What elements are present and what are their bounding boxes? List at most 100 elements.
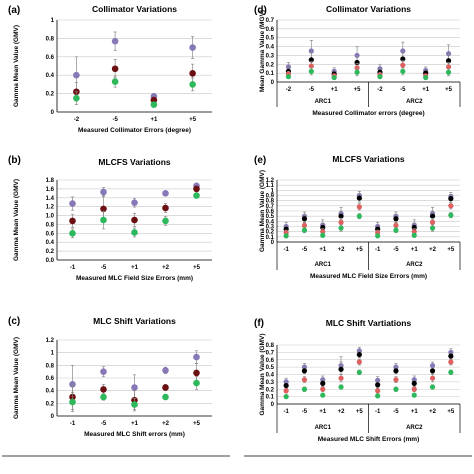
x-tick-label: +2 <box>338 247 346 253</box>
data-point <box>131 384 138 391</box>
y-tick-label: 0.1 <box>266 395 275 401</box>
y-tick-label: 0 <box>271 80 275 86</box>
data-point <box>356 195 362 201</box>
data-point <box>162 204 169 212</box>
y-tick-label: 0.4 <box>46 240 55 246</box>
data-point <box>193 192 200 199</box>
y-tick-label: 0 <box>51 414 55 420</box>
panel-label: (d) <box>254 5 267 16</box>
data-point <box>429 225 436 231</box>
x-tick-label: +5 <box>447 409 455 415</box>
data-point <box>100 393 107 401</box>
y-tick-label: 0.8 <box>46 363 55 369</box>
y-tick-label: 0.3 <box>266 380 275 386</box>
data-point <box>301 227 308 233</box>
x-tick-label: -2 <box>286 87 292 93</box>
y-tick-label: 0.6 <box>46 376 55 382</box>
data-point <box>283 388 289 394</box>
x-tick-label: +1 <box>150 117 158 123</box>
data-point <box>429 213 436 219</box>
panel-label: (e) <box>254 155 266 166</box>
data-point <box>375 393 381 399</box>
y-axis-label: Gamma Mean Value (GMV) <box>259 170 266 252</box>
chart-panel-c: (c) MLC Shift Variations 0 0.2 0.4 0.6 0.8 1 1.2… <box>8 316 212 438</box>
x-tick-label: +5 <box>445 87 453 93</box>
y-tick-label: 0.2 <box>46 249 55 255</box>
y-tick-label: 0.4 <box>46 389 55 395</box>
y-tick-label: 0.6 <box>46 55 55 61</box>
data-point <box>354 59 360 66</box>
data-point <box>283 233 289 239</box>
y-tick-label: 0.6 <box>266 209 275 215</box>
data-point <box>411 377 417 383</box>
x-tick-label: +1 <box>319 409 327 415</box>
data-point <box>356 369 362 375</box>
y-tick-label: 1 <box>51 18 55 24</box>
data-point <box>100 368 107 375</box>
data-point <box>301 222 308 229</box>
data-point <box>393 364 399 370</box>
data-point <box>111 78 119 85</box>
data-point <box>131 216 138 224</box>
x-tick-label: +1 <box>131 421 139 427</box>
y-tick-label: 1.6 <box>46 187 55 193</box>
y-axis-label: Gamma Mean Value (GMV) <box>13 25 20 107</box>
y-tick-label: 1.2 <box>46 338 55 344</box>
y-tick-label: 0.9 <box>266 194 275 200</box>
data-point <box>193 369 200 377</box>
y-tick-label: 0.4 <box>46 73 55 79</box>
y-tick-label: 1.2 <box>46 205 55 211</box>
x-tick-label: -5 <box>112 117 118 123</box>
chart-panel-f: (f) MLC Shift Vartiations 00.1 0.20.30.4 0.5… <box>254 318 461 443</box>
x-tick-label: +1 <box>422 87 430 93</box>
x-axis-label: Measured MLC Field Size Errors (mm) <box>76 275 193 282</box>
x-tick-label: +5 <box>193 421 201 427</box>
data-point <box>320 377 326 383</box>
data-point <box>320 392 326 398</box>
data-point <box>131 229 138 236</box>
chart-panel-e: (e) MLCFS Variations00.10.20.30.40.50.60.… <box>254 154 461 280</box>
data-point <box>320 380 326 386</box>
data-point <box>356 213 362 219</box>
y-tick-label: 0.8 <box>266 343 275 349</box>
data-point <box>193 379 200 387</box>
x-tick-label: -5 <box>393 409 399 415</box>
data-point <box>100 386 107 393</box>
y-tick-label: 0 <box>51 110 55 116</box>
chart-title: MLC Shift Vartiations <box>326 318 412 328</box>
group-label: ARC1 <box>315 425 332 431</box>
data-point <box>393 386 399 392</box>
x-tick-label: -1 <box>70 265 76 271</box>
y-tick-label: 1.8 <box>46 178 55 184</box>
x-tick-label: +1 <box>319 247 327 253</box>
y-tick-label: 0 <box>271 240 275 246</box>
data-point <box>308 68 314 74</box>
y-axis-label: Mean Gamma Value (MGV) <box>259 10 266 92</box>
group-label: ARC1 <box>315 262 332 268</box>
y-tick-label: 0.0 <box>46 258 55 264</box>
y-tick-label: 0.7 <box>266 204 275 210</box>
data-point <box>423 74 429 81</box>
data-point <box>338 225 344 231</box>
data-point <box>283 379 289 385</box>
data-point <box>301 216 308 222</box>
x-tick-label: +5 <box>193 265 201 271</box>
x-tick-label: -5 <box>400 87 406 93</box>
chart-panel-b: (b) MLCFS Variations 0.0 0.2 0.4 0.6 0.8 1.0 1.2… <box>8 155 212 282</box>
y-tick-label: 0 <box>271 402 275 408</box>
x-tick-label: +5 <box>447 247 455 253</box>
data-point <box>308 48 314 54</box>
x-axis-label: Measured Collimator Errors (degree) <box>78 127 191 134</box>
data-point <box>283 394 289 400</box>
y-tick-label: 0.5 <box>266 365 275 371</box>
data-point <box>301 364 308 370</box>
x-tick-label: +1 <box>131 265 139 271</box>
data-point <box>429 219 436 225</box>
data-point <box>445 64 452 70</box>
data-point <box>356 359 362 365</box>
y-tick-label: 0.2 <box>46 401 55 407</box>
y-tick-label: 0.3 <box>266 53 275 59</box>
chart-title: MLCFS Variations <box>332 154 405 164</box>
data-point <box>308 63 314 69</box>
x-tick-label: +2 <box>162 421 170 427</box>
